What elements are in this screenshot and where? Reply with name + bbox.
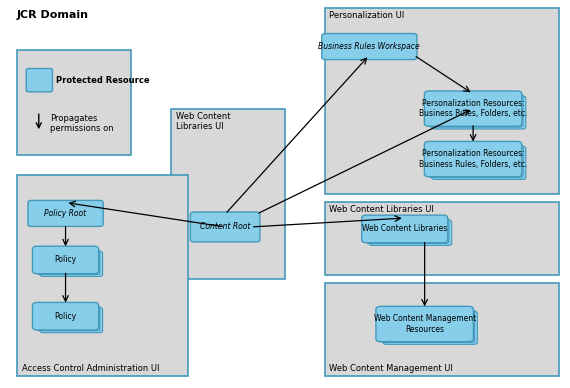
FancyBboxPatch shape (424, 142, 522, 177)
FancyBboxPatch shape (381, 310, 475, 343)
Text: Web Content Libraries UI: Web Content Libraries UI (329, 205, 434, 214)
Text: Policy Root: Policy Root (44, 209, 87, 218)
Text: Personalization Resources:
Business Rules, Folders, etc.: Personalization Resources: Business Rule… (419, 149, 527, 169)
Text: Access Control Administration UI: Access Control Administration UI (22, 364, 159, 373)
Text: Policy: Policy (55, 255, 76, 265)
Text: Personalization Resources:
Business Rules, Folders, etc.: Personalization Resources: Business Rule… (419, 99, 527, 118)
FancyBboxPatch shape (17, 50, 131, 155)
FancyBboxPatch shape (37, 249, 100, 275)
FancyBboxPatch shape (429, 94, 523, 127)
Text: Personalization UI: Personalization UI (329, 11, 405, 20)
FancyBboxPatch shape (190, 212, 260, 242)
Text: JCR Domain: JCR Domain (17, 10, 89, 20)
Text: Policy: Policy (55, 312, 76, 321)
Text: Web Content Libraries: Web Content Libraries (362, 224, 447, 234)
FancyBboxPatch shape (17, 175, 188, 376)
Text: Web Content Management UI: Web Content Management UI (329, 364, 453, 373)
Text: Propagates
permissions on: Propagates permissions on (50, 114, 114, 133)
FancyBboxPatch shape (40, 307, 103, 333)
FancyBboxPatch shape (26, 69, 52, 92)
FancyBboxPatch shape (383, 311, 478, 345)
FancyBboxPatch shape (432, 147, 526, 179)
FancyBboxPatch shape (171, 109, 285, 279)
FancyBboxPatch shape (325, 202, 559, 275)
FancyBboxPatch shape (32, 246, 99, 274)
FancyBboxPatch shape (325, 283, 559, 376)
FancyBboxPatch shape (361, 215, 448, 243)
FancyBboxPatch shape (37, 306, 100, 331)
FancyBboxPatch shape (432, 96, 526, 129)
FancyBboxPatch shape (429, 145, 523, 178)
FancyBboxPatch shape (321, 34, 417, 59)
FancyBboxPatch shape (366, 218, 449, 244)
Text: Web Content Management
Resources: Web Content Management Resources (373, 314, 476, 334)
FancyBboxPatch shape (28, 201, 103, 227)
Text: Business Rules Workspace: Business Rules Workspace (319, 42, 420, 51)
Text: Protected Resource: Protected Resource (56, 76, 149, 85)
FancyBboxPatch shape (32, 303, 99, 330)
FancyBboxPatch shape (369, 220, 451, 246)
FancyBboxPatch shape (40, 251, 103, 276)
Text: Content Root: Content Root (200, 222, 250, 232)
FancyBboxPatch shape (424, 91, 522, 126)
FancyBboxPatch shape (325, 8, 559, 194)
FancyBboxPatch shape (376, 307, 473, 342)
Text: Web Content
Libraries UI: Web Content Libraries UI (176, 112, 230, 131)
